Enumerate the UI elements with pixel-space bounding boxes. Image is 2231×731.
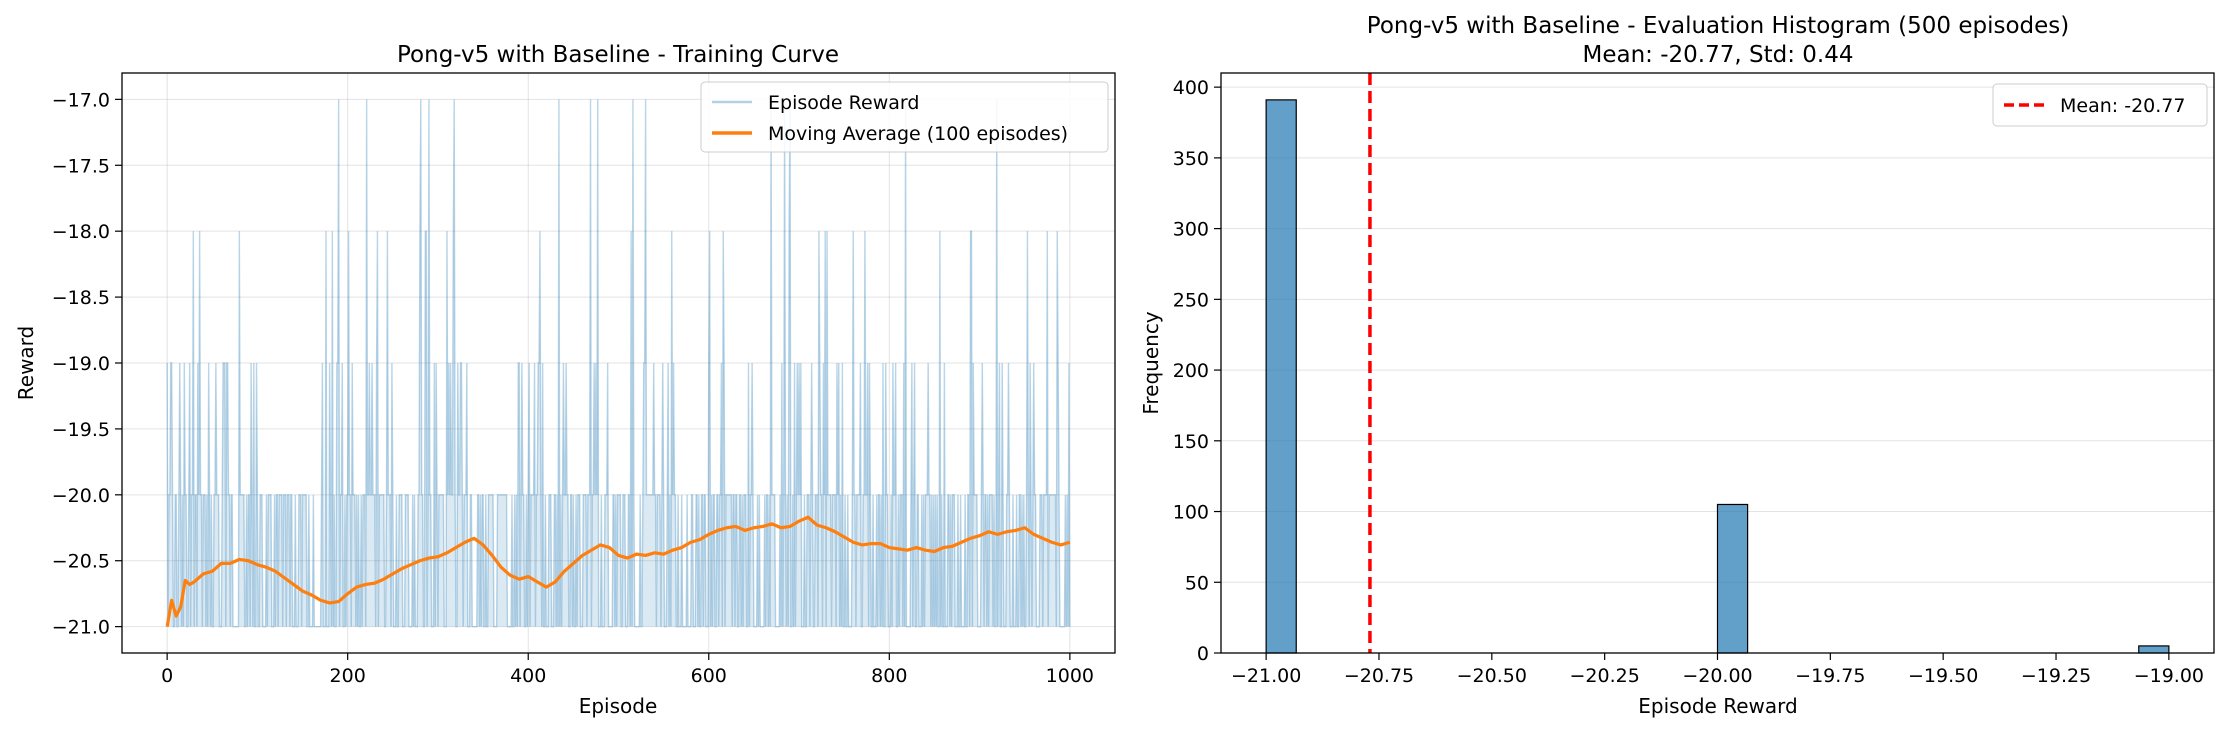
histogram-y-tick-label: 250 [1173,289,1209,311]
training-grid [122,73,1115,653]
training-y-tick-label: −20.5 [52,551,110,573]
histogram-x-tick-label: −19.00 [2134,665,2204,687]
histogram-subtitle: Mean: -20.77, Std: 0.44 [1583,42,1854,68]
histogram-x-tick-label: −19.25 [2021,665,2091,687]
histogram-x-label: Episode Reward [1638,694,1797,718]
histogram-y-tick-label: 150 [1173,431,1209,453]
training-y-tick-label: −21.0 [52,617,110,639]
episode-reward-fill [167,99,1070,627]
legend-mean-label: Mean: -20.77 [2060,95,2185,117]
histogram-x-tick-label: −19.50 [1908,665,1978,687]
evaluation-histogram-panel: Pong-v5 with Baseline - Evaluation Histo… [1139,13,2215,718]
histogram-y-tick-label: 350 [1173,148,1209,170]
legend-moving-average-label: Moving Average (100 episodes) [768,123,1068,145]
histogram-y-tick-label: 200 [1173,360,1209,382]
training-legend: Episode Reward Moving Average (100 episo… [700,81,1109,153]
histogram-x-ticks: −21.00 −20.75 −20.50 −20.25 −20.00 −19.75 −19.… [1231,653,2204,687]
training-y-tick-label: −17.0 [52,89,110,111]
histogram-x-tick-label: −20.50 [1457,665,1527,687]
training-x-tick-label: 600 [691,665,727,687]
training-series [165,99,1071,628]
training-x-tick-label: 0 [161,665,173,687]
training-y-tick-label: −18.5 [52,287,110,309]
histogram-x-tick-label: −20.75 [1344,665,1414,687]
training-x-tick-label: 200 [330,665,366,687]
training-curve-title: Pong-v5 with Baseline - Training Curve [397,42,839,68]
histogram-title: Pong-v5 with Baseline - Evaluation Histo… [1367,13,2069,39]
training-y-ticks: −21.0 −20.5 −20.0 −19.5 −19.0 −18.5 −18.0 −17.5… [52,89,122,639]
histogram-y-tick-label: 100 [1173,502,1209,524]
moving-average-line [165,515,1071,627]
histogram-y-tick-label: 50 [1185,572,1209,594]
training-y-label: Reward [14,326,38,400]
training-x-tick-label: 1000 [1046,665,1094,687]
histogram-x-tick-label: −21.00 [1231,665,1301,687]
legend-episode-reward-label: Episode Reward [768,92,919,114]
histogram-y-label: Frequency [1139,311,1163,414]
training-x-label: Episode [579,694,658,718]
training-y-tick-label: −19.0 [52,353,110,375]
training-x-ticks: 0 200 400 600 800 1000 [161,653,1094,687]
histogram-legend: Mean: -20.77 [1992,83,2208,127]
histogram-y-ticks: 0 50 100 150 200 250 300 350 400 [1173,77,1221,665]
training-x-tick-label: 800 [871,665,907,687]
training-y-tick-label: −20.0 [52,485,110,507]
histogram-bar [1716,503,1749,654]
episode-reward-line [166,99,1071,628]
training-x-tick-label: 400 [510,665,546,687]
histogram-x-tick-label: −20.00 [1682,665,1752,687]
training-legend-box [700,81,1109,153]
histogram-x-tick-label: −19.75 [1795,665,1865,687]
training-y-tick-label: −19.5 [52,419,110,441]
histogram-y-tick-label: 0 [1197,643,1209,665]
training-y-tick-label: −17.5 [52,155,110,177]
histogram-y-tick-label: 300 [1173,219,1209,241]
histogram-bars [1265,99,2170,654]
histogram-bar [1265,99,1297,654]
training-curve-panel: Pong-v5 with Baseline - Training Curve 0… [14,42,1116,718]
episode-reward-area [167,99,1070,627]
histogram-x-tick-label: −20.25 [1569,665,1639,687]
training-y-tick-label: −18.0 [52,221,110,243]
histogram-y-tick-label: 400 [1173,77,1209,99]
histogram-bar [2138,645,2170,654]
histogram-legend-box [1992,83,2208,127]
